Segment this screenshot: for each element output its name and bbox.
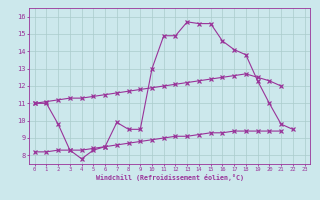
X-axis label: Windchill (Refroidissement éolien,°C): Windchill (Refroidissement éolien,°C) [96,174,244,181]
